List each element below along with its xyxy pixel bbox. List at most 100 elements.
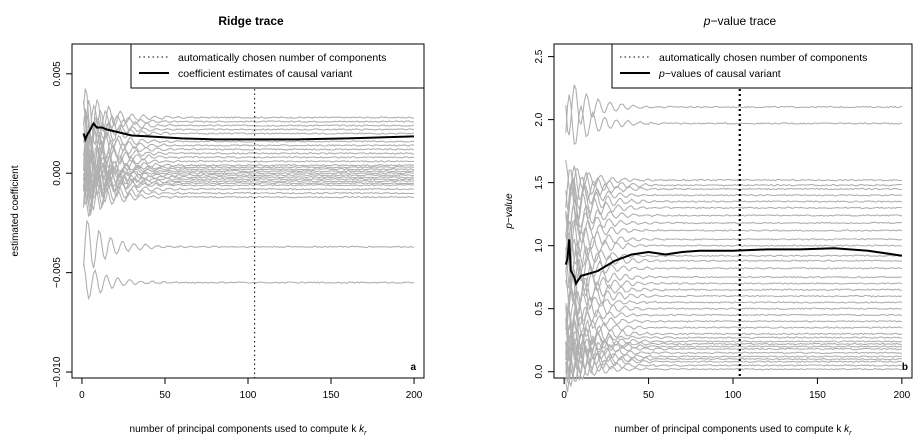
x-axis: 0 50 100 150 200 xyxy=(79,378,423,401)
x-tick-label: 0 xyxy=(561,390,567,401)
background-series xyxy=(565,232,903,275)
y-tick-label: 1.5 xyxy=(534,175,545,189)
x-axis-label: number of principal components used to c… xyxy=(615,424,853,437)
panel-b: p−value trace 0 50 100 150 200 0.0 0.5 1.0 1.5 2… xyxy=(504,14,913,437)
background-series xyxy=(565,256,903,306)
background-series xyxy=(83,100,415,143)
y-tick-label: 0.5 xyxy=(534,301,545,315)
background-series xyxy=(83,154,415,208)
y-tick-label: 1.0 xyxy=(534,238,545,252)
y-axis: 0.0 0.5 1.0 1.5 2.0 2.5 xyxy=(534,49,554,379)
background-series xyxy=(565,247,903,302)
background-series xyxy=(83,155,415,191)
background-series xyxy=(565,271,903,327)
chart-title: Ridge trace xyxy=(218,14,284,28)
x-tick-label: 50 xyxy=(643,390,655,401)
y-axis: −0.010 −0.005 0.000 0.005 xyxy=(52,61,72,387)
background-series xyxy=(83,154,415,205)
background-series xyxy=(565,165,902,210)
background-series xyxy=(83,164,415,216)
y-axis-label: p−value xyxy=(504,193,515,230)
background-series xyxy=(565,319,903,372)
background-series xyxy=(83,147,415,198)
background-series xyxy=(83,163,415,212)
x-axis: 0 50 100 150 200 xyxy=(561,378,911,401)
background-series xyxy=(565,279,902,330)
background-series xyxy=(565,352,902,388)
background-series xyxy=(565,94,903,146)
panel-a: Ridge trace 0 50 100 150 200 −0.010 −0.005 0.0… xyxy=(10,14,425,437)
background-series xyxy=(83,164,415,205)
legend-entry-causal: coefficient estimates of causal variant xyxy=(178,68,352,80)
y-tick-label: −0.010 xyxy=(52,356,63,387)
y-tick-label: 2.5 xyxy=(534,49,545,63)
x-tick-label: 100 xyxy=(240,390,257,401)
background-series xyxy=(83,107,415,156)
background-series xyxy=(83,135,415,184)
background-series xyxy=(83,133,415,186)
background-series xyxy=(565,323,903,364)
legend: automatically chosen number of component… xyxy=(611,43,913,89)
panel-letter: a xyxy=(410,362,416,373)
background-series xyxy=(565,330,903,378)
background-series xyxy=(565,169,902,208)
background-series xyxy=(83,147,414,198)
panel-letter: b xyxy=(902,362,908,373)
legend-entry-chosen: automatically chosen number of component… xyxy=(659,52,867,64)
background-series xyxy=(565,206,903,246)
background-series xyxy=(565,177,902,231)
background-series-group xyxy=(83,88,415,301)
legend-box xyxy=(611,43,913,89)
background-series xyxy=(83,121,415,168)
background-series xyxy=(565,308,903,343)
background-series xyxy=(565,331,903,373)
x-tick-label: 100 xyxy=(725,390,742,401)
y-tick-label: 0.000 xyxy=(52,160,63,185)
background-series xyxy=(83,219,415,269)
background-series xyxy=(83,263,415,301)
y-tick-label: 0.0 xyxy=(534,364,545,378)
background-series xyxy=(565,198,902,238)
x-tick-label: 50 xyxy=(159,390,171,401)
x-tick-label: 200 xyxy=(894,390,911,401)
background-series xyxy=(565,175,903,219)
background-series xyxy=(565,219,902,266)
y-tick-label: 2.0 xyxy=(534,112,545,126)
legend: automatically chosen number of component… xyxy=(130,43,425,89)
background-series xyxy=(83,117,415,163)
background-series xyxy=(565,221,902,266)
background-series-group xyxy=(565,84,903,393)
x-axis-label: number of principal components used to c… xyxy=(130,424,368,437)
background-series xyxy=(565,305,903,340)
background-series xyxy=(565,285,903,321)
background-series xyxy=(565,300,903,334)
background-series xyxy=(83,172,415,218)
causal-variant-series xyxy=(82,121,415,143)
background-series xyxy=(565,210,903,252)
x-tick-label: 150 xyxy=(323,390,340,401)
background-series xyxy=(83,110,415,148)
x-tick-label: 150 xyxy=(809,390,826,401)
chart-title: p−value trace xyxy=(703,14,777,28)
background-series xyxy=(565,328,902,382)
x-tick-label: 0 xyxy=(79,390,85,401)
background-series xyxy=(83,155,415,199)
causal-variant-series xyxy=(564,239,903,286)
background-series xyxy=(565,183,902,237)
background-series xyxy=(565,84,902,136)
background-series xyxy=(83,131,415,181)
background-series xyxy=(565,269,902,317)
plot-frame xyxy=(71,43,425,379)
background-series xyxy=(83,125,415,172)
background-series xyxy=(83,136,415,188)
background-series xyxy=(565,311,903,362)
background-series xyxy=(565,324,903,360)
background-series xyxy=(83,99,415,157)
background-series xyxy=(565,160,902,198)
legend-box xyxy=(130,43,425,89)
y-axis-label: estimated coefficient xyxy=(10,165,21,256)
legend-entry-causal: p−values of causal variant xyxy=(658,68,781,80)
background-series xyxy=(565,338,902,385)
x-tick-label: 200 xyxy=(406,390,423,401)
